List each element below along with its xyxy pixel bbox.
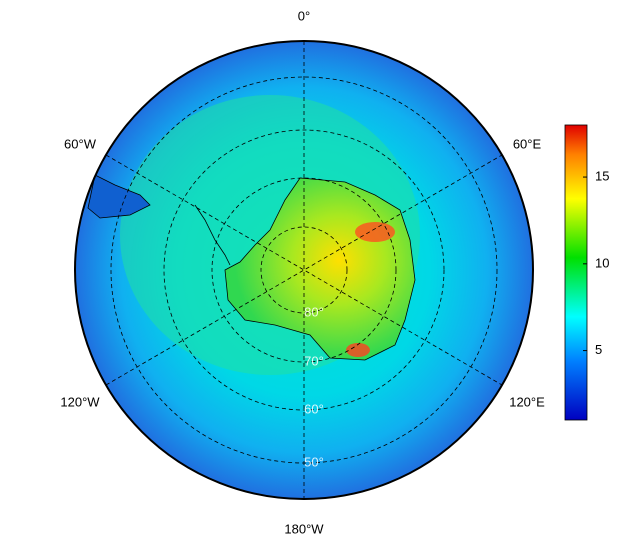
latitude-label: 60° <box>304 401 324 416</box>
meridian <box>105 154 503 386</box>
longitude-label: 0° <box>298 8 310 23</box>
latitude-labels: 80° 70° 60° 50° <box>304 304 324 469</box>
hotspot <box>346 343 370 357</box>
colorbar-tick-label: 10 <box>595 255 609 270</box>
longitude-labels: 0° 60°E 120°E 180°W 120°W 60°W <box>60 8 545 536</box>
latitude-label: 70° <box>304 353 324 368</box>
colorbar: 5 10 15 <box>564 124 609 421</box>
colorbar-tick-label: 5 <box>595 342 602 357</box>
latitude-label: 50° <box>304 454 324 469</box>
graticule <box>105 41 503 499</box>
map-disc <box>74 40 534 500</box>
longitude-label: 180°W <box>284 521 324 536</box>
peninsula-coast <box>194 204 231 266</box>
colorbar-tick-label: 15 <box>595 168 609 183</box>
longitude-label: 60°W <box>64 136 97 151</box>
longitude-label: 120°W <box>60 394 100 409</box>
colorbar-scale <box>564 124 588 421</box>
longitude-label: 120°E <box>509 394 545 409</box>
longitude-label: 60°E <box>513 136 542 151</box>
meridian <box>105 154 503 386</box>
hotspot <box>355 222 395 242</box>
south-america-tip <box>87 174 151 219</box>
latitude-label: 80° <box>304 304 324 319</box>
latitude-circle <box>211 177 397 363</box>
map-border <box>74 40 534 500</box>
latitude-circle <box>163 129 445 411</box>
latitude-circle <box>260 226 348 314</box>
